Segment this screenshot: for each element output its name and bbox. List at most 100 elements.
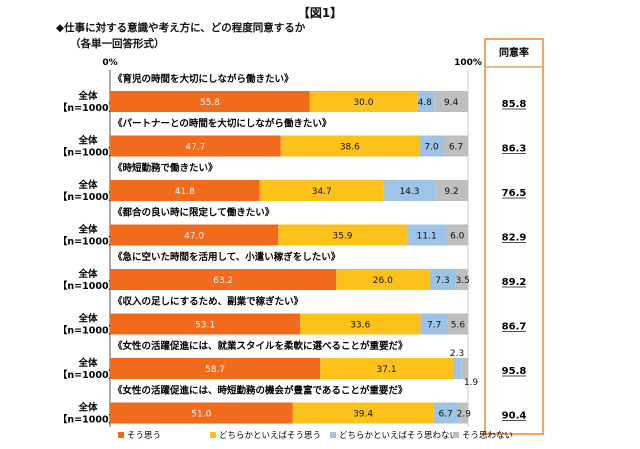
bar-segment [435, 180, 468, 201]
row-n-label: 【n=1000】 [58, 147, 118, 159]
bar-segment [336, 269, 430, 290]
agree-rate-value: 86.3 [502, 144, 527, 155]
agree-rate-value: 90.4 [502, 411, 527, 422]
legend-swatch [330, 432, 336, 438]
bar-segment [110, 180, 260, 201]
data-label: 53.1 [195, 321, 215, 331]
data-label: 11.1 [417, 232, 437, 242]
bar-segment [320, 358, 453, 379]
row-n-label: 【n=1000】 [58, 325, 118, 337]
legend-label: どちらかといえばそう思わない [339, 431, 458, 441]
agree-rate-header: 同意率 [499, 46, 529, 59]
bar-segment [457, 402, 468, 424]
question-text: ◆仕事に対する意識や考え方に、どの程度同意するか [56, 22, 306, 34]
category-label: 《収入の足しにするため、副業で稼ぎたい》 [113, 296, 303, 308]
data-label: 41.8 [175, 187, 195, 197]
agree-rate-value: 82.9 [502, 233, 527, 244]
bar-segment [110, 358, 321, 379]
bar-segment [406, 224, 447, 246]
data-label: 47.7 [185, 143, 205, 153]
bar-segment [444, 135, 468, 157]
data-label: 39.4 [353, 410, 373, 420]
x-tick-label: 0% [102, 58, 117, 68]
row-n-label: 【n=1000】 [58, 102, 118, 114]
data-label: 55.8 [200, 98, 220, 108]
row-n-label: 【n=1000】 [58, 414, 118, 426]
agree-rate-value: 76.5 [502, 188, 527, 199]
bar-segment [110, 313, 301, 335]
figure-title: 【図1】 [297, 6, 343, 20]
data-label: 9.2 [444, 187, 458, 197]
bar-segment [280, 135, 419, 157]
legend-swatch [210, 432, 216, 438]
data-label: 47.0 [184, 232, 204, 242]
row-group-label: 全体 [77, 357, 98, 369]
x-tick-label: 100% [454, 58, 482, 68]
data-label: 7.0 [424, 143, 439, 153]
bar-segment [433, 402, 458, 424]
agree-rate-value: 95.8 [502, 366, 527, 377]
bar-segment [434, 91, 468, 112]
row-group-label: 全体 [77, 268, 98, 280]
bar-segment [383, 180, 436, 201]
row-n-label: 【n=1000】 [58, 191, 118, 203]
category-label: 《時短勤務で働きたい》 [113, 162, 218, 174]
category-label: 《都合の良い時に限定して働きたい》 [113, 207, 274, 219]
row-group-label: 全体 [77, 135, 98, 147]
bar-segment [300, 313, 421, 335]
data-label: 4.8 [418, 98, 433, 108]
data-label: 51.0 [191, 410, 211, 420]
data-label: 26.0 [373, 276, 393, 286]
data-label: 1.9 [464, 378, 479, 388]
data-label: 6.7 [438, 410, 452, 420]
data-label: 9.4 [444, 98, 459, 108]
data-label: 35.9 [332, 232, 352, 242]
bar-segment [417, 91, 435, 112]
data-label: 33.6 [350, 321, 370, 331]
data-label: 30.0 [353, 98, 373, 108]
bar-segment [278, 224, 407, 246]
data-label: 7.3 [435, 276, 449, 286]
bar-segment [447, 313, 468, 335]
bar-segment [455, 269, 468, 290]
bar-segment [452, 358, 462, 379]
category-label: 《パートナーとの時間を大切にしながら働きたい》 [113, 118, 331, 130]
bar-segment [446, 224, 468, 246]
data-label: 14.3 [399, 187, 419, 197]
bar-segment [110, 224, 279, 246]
legend-label: どちらかといえばそう思う [219, 431, 321, 441]
legend-label: そう思う [127, 431, 161, 441]
data-label: 7.7 [427, 321, 441, 331]
bar-segment [309, 91, 418, 112]
agree-rate-value: 86.7 [502, 322, 527, 333]
row-group-label: 全体 [77, 90, 98, 102]
data-label: 37.1 [377, 365, 397, 375]
bar-segment [259, 180, 384, 201]
data-label: 38.6 [340, 143, 360, 153]
data-label: 34.7 [312, 187, 332, 197]
category-label: 《女性の活躍促進には、就業スタイルを柔軟に選べることが重要だ》 [113, 340, 408, 352]
legend-label: そう思わない [462, 431, 513, 441]
row-group-label: 全体 [77, 224, 98, 236]
bar-segment [420, 313, 448, 335]
agree-rate-value: 89.2 [502, 277, 527, 288]
agree-rate-value: 85.8 [502, 99, 527, 110]
row-group-label: 全体 [77, 179, 98, 191]
category-label: 《育児の時間を大切にしながら働きたい》 [113, 73, 294, 85]
data-label: 63.2 [213, 276, 233, 286]
data-label: 6.0 [450, 232, 465, 242]
data-label: 2.3 [450, 349, 464, 359]
row-n-label: 【n=1000】 [58, 280, 118, 292]
agree-rate-frame [484, 38, 544, 435]
answer-format-note: （各単一回答形式） [70, 38, 165, 50]
row-group-label: 全体 [77, 402, 98, 414]
data-label: 3.5 [456, 276, 470, 286]
bar-segment [292, 402, 434, 424]
bar-segment [418, 135, 445, 157]
row-n-label: 【n=1000】 [58, 369, 118, 381]
bar-segment [461, 358, 468, 379]
bar-segment [110, 91, 310, 112]
data-label: 5.6 [451, 321, 466, 331]
row-group-label: 全体 [77, 313, 98, 325]
row-n-label: 【n=1000】 [58, 236, 118, 248]
